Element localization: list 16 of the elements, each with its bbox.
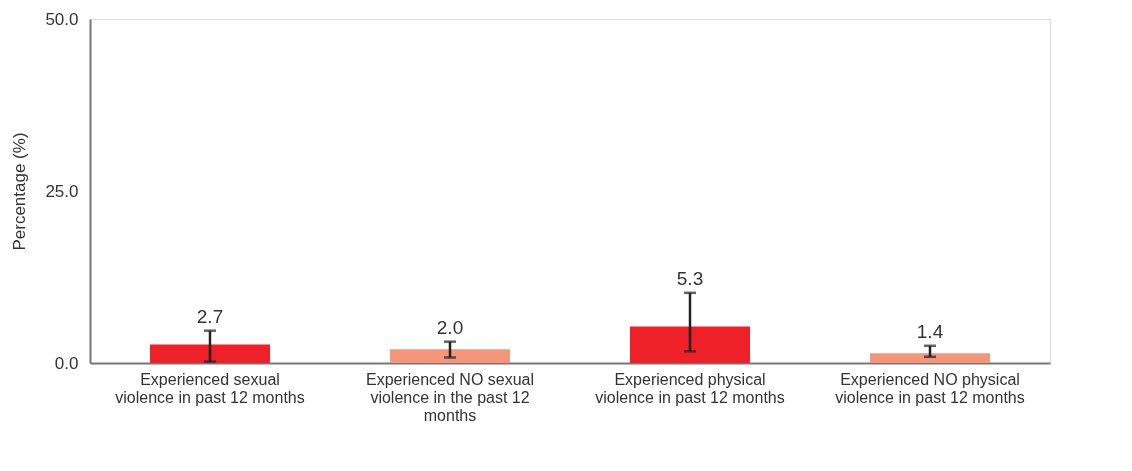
- x-tick-label: Experienced NO sexual violence in the past 12 months: [365, 370, 535, 424]
- data-label: 2.0: [436, 316, 464, 338]
- data-label: 1.4: [916, 320, 944, 342]
- bar: [390, 349, 510, 363]
- x-tick-label: Experienced NO physical violence in past 12 months: [835, 370, 1025, 406]
- y-tick-label: 0.0: [54, 353, 79, 373]
- data-label: 2.7: [196, 305, 224, 327]
- y-axis-title: Percentage (%): [10, 132, 30, 251]
- x-tick-label: Experienced physical violence in past 12 months: [595, 370, 785, 406]
- bar: [150, 344, 270, 363]
- y-tick-label: 25.0: [45, 181, 79, 201]
- bar: [630, 326, 750, 363]
- data-label: 5.3: [676, 267, 704, 289]
- bar: [870, 353, 990, 363]
- y-tick-label: 50.0: [45, 9, 79, 29]
- x-tick-label: Experienced sexual violence in past 12 months: [115, 370, 305, 406]
